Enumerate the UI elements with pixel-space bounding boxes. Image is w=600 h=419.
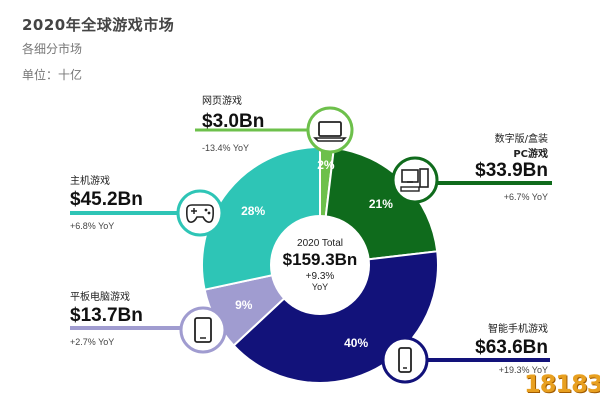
tablet-icon xyxy=(179,306,227,354)
label-mobile-name: 智能手机游戏 xyxy=(488,324,548,335)
desktop-pc-icon xyxy=(391,156,439,204)
label-browser-yoy: -13.4% YoY xyxy=(202,143,250,153)
total-label: 2020 Total xyxy=(297,238,343,249)
total-growth: +9.3% xyxy=(305,271,335,282)
label-pc-value: $33.9Bn xyxy=(475,160,548,181)
label-tablet-yoy: +2.7% YoY xyxy=(70,337,115,347)
label-tablet-name: 平板电脑游戏 xyxy=(70,292,130,303)
watermark-logo: 18183 xyxy=(524,370,600,398)
label-browser-name: 网页游戏 xyxy=(202,96,242,107)
pie-percent-label-3: 9% xyxy=(235,298,253,312)
pie-percent-label-4: 28% xyxy=(241,204,265,218)
unit-label: 单位：十亿 xyxy=(22,68,83,82)
label-browser-value: $3.0Bn xyxy=(202,111,265,132)
label-console-yoy: +6.8% YoY xyxy=(70,221,115,231)
gamepad-icon xyxy=(176,189,224,237)
label-pc: 数字版/盒装 PC游戏 $33.9Bn +6.7% YoY xyxy=(475,130,548,202)
label-mobile-yoy: +19.3% YoY xyxy=(498,365,548,375)
smartphone-icon xyxy=(381,336,429,384)
label-tablet-value: $13.7Bn xyxy=(70,305,143,326)
pie-percent-label-2: 40% xyxy=(344,336,368,350)
label-mobile: 智能手机游戏 $63.6Bn +19.3% YoY xyxy=(475,320,548,375)
label-console-value: $45.2Bn xyxy=(70,189,143,210)
total-growth-unit: YoY xyxy=(311,282,329,292)
page-subtitle: 各细分市场 xyxy=(22,42,83,56)
pie-percent-label-0: 2% xyxy=(317,158,335,172)
label-pc-yoy: +6.7% YoY xyxy=(503,192,548,202)
center-total: 2020 Total $159.3Bn +9.3% YoY xyxy=(264,238,376,292)
donut-hole xyxy=(270,215,370,315)
page-title: 2020年全球游戏市场 xyxy=(22,16,175,34)
label-browser: 网页游戏 $3.0Bn -13.4% YoY xyxy=(202,92,264,153)
label-mobile-value: $63.6Bn xyxy=(475,337,548,358)
pie-percent-label-1: 21% xyxy=(369,197,393,211)
label-pc-name-1: 数字版/盒装 xyxy=(494,134,548,145)
label-tablet: 平板电脑游戏 $13.7Bn +2.7% YoY xyxy=(70,288,143,347)
label-console: 主机游戏 $45.2Bn +6.8% YoY xyxy=(70,172,143,231)
label-pc-name-2: PC游戏 xyxy=(513,149,548,160)
percent-labels: 2% 21% 40% 9% 28% xyxy=(235,158,393,350)
laptop-icon xyxy=(306,106,354,154)
total-value: $159.3Bn xyxy=(282,250,358,269)
label-console-name: 主机游戏 xyxy=(70,176,110,187)
